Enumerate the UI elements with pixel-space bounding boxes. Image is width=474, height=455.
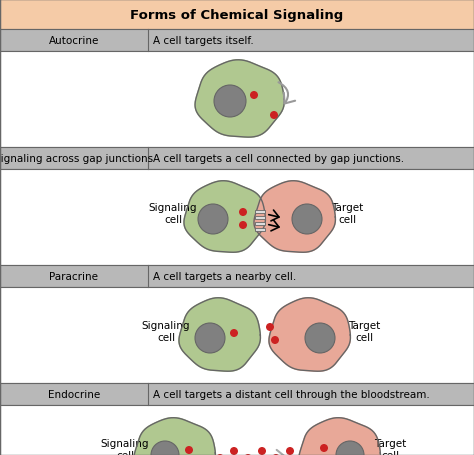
Polygon shape bbox=[179, 298, 260, 371]
Text: A cell targets a nearby cell.: A cell targets a nearby cell. bbox=[153, 271, 296, 281]
Circle shape bbox=[320, 444, 328, 452]
Circle shape bbox=[244, 454, 252, 455]
Bar bbox=[255, 211, 265, 213]
Bar bbox=[255, 217, 265, 219]
Circle shape bbox=[336, 441, 364, 455]
Text: Signaling
cell: Signaling cell bbox=[149, 203, 197, 224]
Bar bbox=[0, 383, 474, 405]
Text: Autocrine: Autocrine bbox=[49, 36, 99, 46]
Circle shape bbox=[151, 441, 179, 455]
Text: A cell targets a cell connected by gap junctions.: A cell targets a cell connected by gap j… bbox=[153, 154, 404, 164]
Text: Paracrine: Paracrine bbox=[49, 271, 99, 281]
Polygon shape bbox=[269, 298, 350, 371]
Bar bbox=[0, 0, 474, 30]
Circle shape bbox=[250, 92, 258, 100]
FancyArrowPatch shape bbox=[269, 211, 279, 222]
Polygon shape bbox=[254, 182, 336, 253]
Circle shape bbox=[266, 324, 274, 331]
Bar bbox=[0, 288, 474, 383]
Circle shape bbox=[195, 324, 225, 353]
Text: Signaling
cell: Signaling cell bbox=[142, 320, 190, 342]
FancyArrowPatch shape bbox=[269, 221, 279, 231]
Circle shape bbox=[239, 222, 247, 229]
Circle shape bbox=[270, 112, 278, 120]
Polygon shape bbox=[299, 418, 381, 455]
Bar bbox=[255, 222, 265, 226]
Polygon shape bbox=[184, 182, 265, 253]
Circle shape bbox=[216, 454, 224, 455]
Text: Forms of Chemical Signaling: Forms of Chemical Signaling bbox=[130, 9, 344, 21]
Text: Signaling across gap junctions: Signaling across gap junctions bbox=[0, 154, 154, 164]
Text: Target
cell: Target cell bbox=[331, 203, 363, 224]
FancyArrowPatch shape bbox=[222, 450, 291, 455]
Circle shape bbox=[305, 324, 335, 353]
Circle shape bbox=[271, 336, 279, 344]
Text: A cell targets a distant cell through the bloodstream.: A cell targets a distant cell through th… bbox=[153, 389, 430, 399]
Circle shape bbox=[185, 446, 193, 454]
Bar bbox=[0, 30, 474, 52]
Polygon shape bbox=[195, 61, 284, 138]
Bar bbox=[0, 405, 474, 455]
Circle shape bbox=[214, 86, 246, 118]
Text: Target
cell: Target cell bbox=[374, 438, 406, 455]
Polygon shape bbox=[134, 418, 215, 455]
Bar bbox=[255, 228, 265, 232]
Circle shape bbox=[292, 205, 322, 234]
Bar bbox=[0, 265, 474, 288]
Bar bbox=[0, 52, 474, 148]
Text: Endocrine: Endocrine bbox=[48, 389, 100, 399]
Text: Target
cell: Target cell bbox=[348, 320, 380, 342]
Circle shape bbox=[239, 208, 247, 217]
Circle shape bbox=[272, 454, 280, 455]
Text: Signaling
cell: Signaling cell bbox=[101, 438, 149, 455]
Circle shape bbox=[286, 447, 294, 455]
Text: A cell targets itself.: A cell targets itself. bbox=[153, 36, 254, 46]
Circle shape bbox=[230, 329, 238, 337]
Bar bbox=[0, 170, 474, 265]
FancyArrowPatch shape bbox=[279, 83, 295, 104]
Circle shape bbox=[198, 205, 228, 234]
Bar bbox=[0, 148, 474, 170]
Circle shape bbox=[258, 447, 266, 455]
Circle shape bbox=[230, 447, 238, 455]
